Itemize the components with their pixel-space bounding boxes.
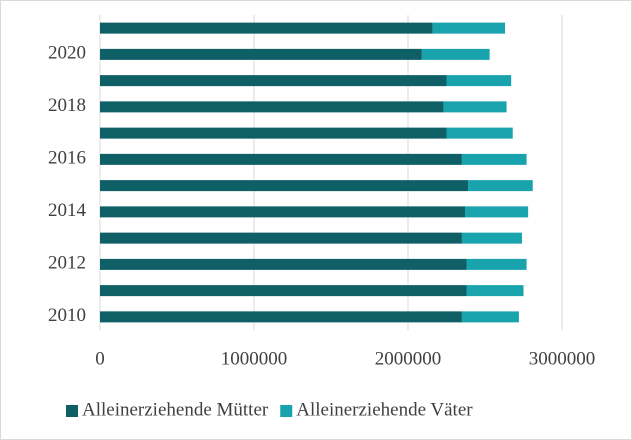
bar-segment — [446, 75, 512, 87]
y-tick-label: 2010 — [48, 305, 86, 326]
bar-segment — [464, 206, 529, 218]
y-tick-label: 2012 — [48, 253, 86, 274]
bar-segment — [461, 311, 519, 323]
bar-segment — [100, 232, 462, 244]
bar-segment — [466, 285, 524, 297]
legend-swatch — [66, 405, 78, 417]
bar-segment — [461, 153, 527, 165]
bar-segment — [100, 206, 465, 218]
bar-segment — [446, 127, 513, 139]
y-tick-label: 2020 — [48, 43, 86, 64]
legend-swatch — [280, 405, 293, 417]
bar-segment — [100, 22, 433, 34]
y-tick-label: 2016 — [48, 148, 86, 169]
bar-segment — [100, 127, 447, 139]
y-tick-label: 2018 — [48, 95, 86, 116]
bar-segment — [443, 101, 507, 113]
bar-segment — [432, 22, 506, 34]
legend-label: Alleinerziehende Väter — [296, 399, 473, 420]
bar-segment — [100, 48, 422, 60]
bar-segment — [100, 258, 467, 270]
x-tick-label: 3000000 — [529, 348, 596, 369]
bar-segment — [100, 180, 469, 192]
bar-segment — [100, 153, 462, 165]
bar-segment — [421, 48, 490, 60]
bar-segment — [468, 180, 533, 192]
bar-segment — [100, 285, 467, 297]
bar-segment — [466, 258, 527, 270]
x-tick-label: 0 — [95, 348, 105, 369]
y-tick-label: 2014 — [48, 200, 87, 221]
bar-segment — [100, 101, 444, 113]
bar-segment — [100, 75, 447, 87]
bar-segment — [461, 232, 522, 244]
x-tick-label: 1000000 — [221, 348, 288, 369]
bar-segment — [100, 311, 462, 323]
legend-label: Alleinerziehende Mütter — [82, 399, 269, 420]
x-tick-label: 2000000 — [375, 348, 442, 369]
